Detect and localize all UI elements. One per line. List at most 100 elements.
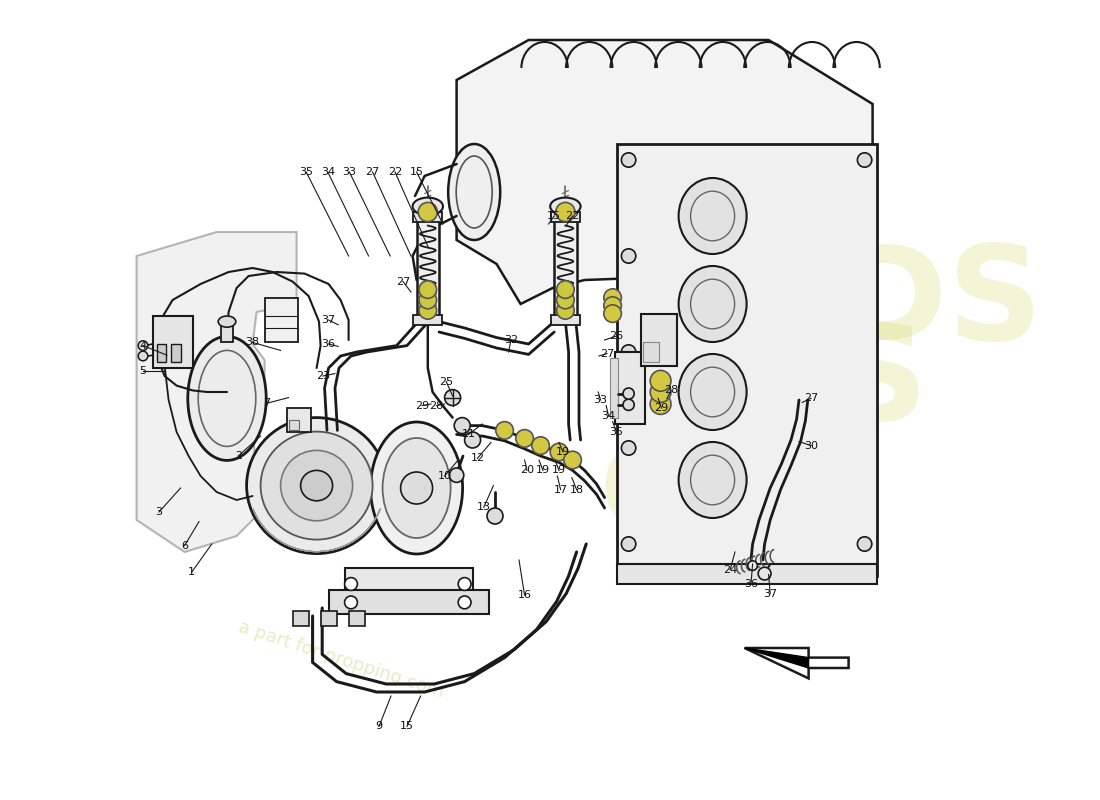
Ellipse shape bbox=[679, 354, 747, 430]
Bar bbox=[615, 352, 646, 424]
Text: 35: 35 bbox=[299, 167, 314, 177]
Polygon shape bbox=[745, 648, 808, 668]
Circle shape bbox=[564, 451, 582, 469]
Circle shape bbox=[557, 281, 574, 298]
Circle shape bbox=[650, 382, 671, 402]
Circle shape bbox=[419, 291, 437, 309]
Circle shape bbox=[344, 596, 358, 609]
Text: 34: 34 bbox=[321, 167, 334, 177]
Bar bbox=[329, 590, 488, 614]
Text: 32: 32 bbox=[504, 335, 518, 345]
Circle shape bbox=[604, 289, 622, 306]
Ellipse shape bbox=[188, 336, 266, 460]
Bar bbox=[265, 298, 298, 342]
Circle shape bbox=[496, 422, 514, 439]
Bar bbox=[156, 344, 166, 362]
Circle shape bbox=[419, 302, 437, 319]
Bar bbox=[287, 408, 311, 432]
Text: 17: 17 bbox=[553, 485, 568, 494]
Ellipse shape bbox=[412, 198, 443, 215]
Bar bbox=[344, 568, 473, 596]
Text: 36: 36 bbox=[321, 339, 336, 349]
Ellipse shape bbox=[218, 316, 235, 327]
Bar bbox=[610, 358, 618, 418]
Text: S: S bbox=[833, 321, 927, 447]
Circle shape bbox=[650, 370, 671, 391]
Circle shape bbox=[459, 578, 471, 590]
Ellipse shape bbox=[400, 472, 432, 504]
Bar bbox=[617, 144, 877, 576]
Ellipse shape bbox=[550, 198, 581, 215]
Ellipse shape bbox=[383, 438, 451, 538]
Bar bbox=[221, 318, 233, 342]
Text: 36: 36 bbox=[744, 579, 758, 589]
Text: 22: 22 bbox=[388, 167, 403, 177]
Text: 23: 23 bbox=[316, 371, 330, 381]
Text: 38: 38 bbox=[245, 338, 260, 347]
Text: 19: 19 bbox=[552, 466, 567, 475]
Bar bbox=[414, 212, 442, 222]
Text: 37: 37 bbox=[321, 315, 336, 325]
Polygon shape bbox=[745, 648, 848, 678]
Polygon shape bbox=[136, 232, 297, 552]
Circle shape bbox=[531, 437, 549, 454]
Text: 3: 3 bbox=[155, 507, 163, 517]
Bar bbox=[640, 314, 676, 366]
Polygon shape bbox=[456, 40, 872, 304]
Bar bbox=[289, 420, 299, 430]
Ellipse shape bbox=[448, 144, 501, 240]
Text: 085: 085 bbox=[601, 447, 808, 545]
Text: 27: 27 bbox=[365, 167, 380, 177]
Text: 22: 22 bbox=[565, 211, 580, 221]
Circle shape bbox=[621, 537, 636, 551]
Circle shape bbox=[621, 441, 636, 455]
Text: a part for propping.com: a part for propping.com bbox=[235, 618, 446, 702]
Bar bbox=[293, 611, 309, 626]
Text: 19: 19 bbox=[556, 447, 570, 457]
Circle shape bbox=[139, 341, 147, 350]
Text: 16: 16 bbox=[518, 590, 531, 600]
Text: 30: 30 bbox=[804, 441, 818, 450]
Text: 7: 7 bbox=[263, 398, 271, 408]
Text: 27: 27 bbox=[396, 277, 410, 286]
Circle shape bbox=[557, 291, 574, 309]
Text: 29: 29 bbox=[415, 401, 429, 410]
Circle shape bbox=[556, 202, 575, 222]
Text: 6: 6 bbox=[182, 541, 188, 550]
Circle shape bbox=[623, 388, 635, 399]
Text: 15: 15 bbox=[409, 167, 424, 177]
Text: eGDS: eGDS bbox=[640, 241, 1043, 367]
Ellipse shape bbox=[679, 266, 747, 342]
Ellipse shape bbox=[371, 422, 463, 554]
Text: 28: 28 bbox=[429, 401, 443, 410]
Circle shape bbox=[418, 202, 438, 222]
Circle shape bbox=[464, 432, 481, 448]
Bar bbox=[644, 342, 659, 362]
Text: 27: 27 bbox=[600, 349, 614, 358]
Text: 33: 33 bbox=[594, 395, 607, 405]
Text: 19: 19 bbox=[536, 466, 550, 475]
Text: 15: 15 bbox=[400, 722, 414, 731]
Circle shape bbox=[139, 351, 147, 361]
Text: 11: 11 bbox=[462, 430, 475, 439]
Circle shape bbox=[550, 443, 568, 461]
Text: 33: 33 bbox=[342, 167, 356, 177]
Circle shape bbox=[748, 561, 758, 570]
Circle shape bbox=[454, 418, 470, 434]
Bar bbox=[320, 611, 337, 626]
Circle shape bbox=[459, 596, 471, 609]
Circle shape bbox=[857, 153, 872, 167]
Bar bbox=[414, 315, 442, 325]
Text: 27: 27 bbox=[804, 394, 818, 403]
Circle shape bbox=[650, 394, 671, 414]
Ellipse shape bbox=[280, 450, 353, 521]
Circle shape bbox=[487, 508, 503, 524]
Circle shape bbox=[419, 281, 437, 298]
Circle shape bbox=[623, 399, 635, 410]
Text: 34: 34 bbox=[602, 411, 616, 421]
Circle shape bbox=[516, 430, 534, 447]
Text: 1: 1 bbox=[188, 567, 196, 577]
Text: 5: 5 bbox=[140, 366, 146, 376]
Circle shape bbox=[604, 297, 622, 314]
Bar bbox=[617, 564, 877, 584]
